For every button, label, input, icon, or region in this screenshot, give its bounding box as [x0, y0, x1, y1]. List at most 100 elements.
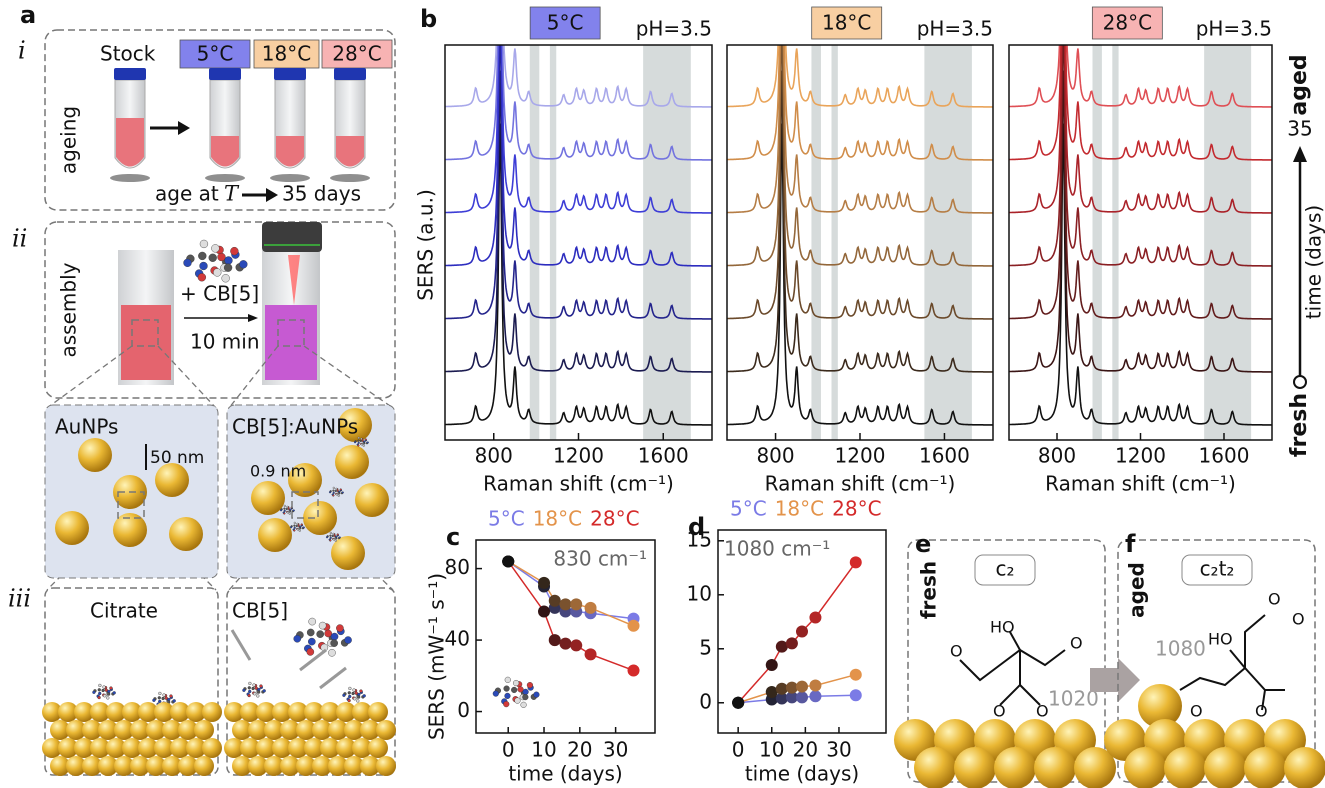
temperature-box — [179, 39, 251, 69]
citrate-box — [44, 587, 219, 776]
x-tick-label: 1600 — [1199, 444, 1250, 468]
oxygen-label: O — [950, 642, 963, 661]
atom — [283, 504, 286, 507]
solution — [265, 305, 317, 380]
atom — [330, 639, 338, 647]
x-tick-label: 1600 — [919, 444, 970, 468]
atom — [109, 686, 113, 690]
atom — [344, 636, 352, 644]
data-point — [809, 690, 822, 703]
atom — [338, 536, 341, 539]
gold-atom — [368, 702, 388, 722]
band — [1204, 45, 1252, 440]
assembly-label: assembly — [57, 262, 81, 357]
atom — [533, 691, 540, 698]
atom — [308, 617, 317, 626]
data-point — [548, 634, 561, 647]
temperature-label: 28°C — [332, 42, 381, 66]
gold-atom — [304, 738, 324, 758]
spectrum — [445, 45, 712, 214]
data-point — [785, 637, 798, 650]
panel-title: 5°C — [547, 11, 584, 35]
legend-label: 28°C — [832, 497, 881, 521]
gap-label: 0.9 nm — [250, 462, 306, 481]
data-point — [570, 639, 583, 652]
band — [529, 45, 540, 440]
gold-atom — [376, 720, 396, 740]
x-tick-label: 1200 — [553, 444, 604, 468]
atom — [348, 686, 352, 691]
x-tick-label: 0 — [502, 738, 515, 762]
gold-atom — [1124, 747, 1166, 788]
nanoparticle — [113, 513, 147, 547]
shadow — [330, 174, 370, 182]
gold-atom — [320, 738, 340, 758]
nanoparticles — [55, 408, 389, 570]
cb-label: CB[5] — [232, 599, 288, 623]
gold-atom — [1244, 747, 1286, 788]
atom — [211, 244, 220, 253]
aggregate-label: CB[5]:AuNPs — [232, 415, 358, 439]
gold-atom — [954, 747, 996, 788]
gold-atom — [240, 702, 260, 722]
atom — [337, 494, 340, 497]
gold-atom — [994, 747, 1036, 788]
cap — [114, 68, 146, 80]
atom — [293, 521, 296, 524]
panel-label: b — [420, 5, 437, 33]
y-tick-label: 40 — [445, 627, 470, 651]
band — [924, 45, 972, 440]
x-axis-label: Raman shift (cm⁻¹) — [1045, 472, 1236, 496]
legend-label: 28°C — [590, 507, 639, 531]
atom — [251, 686, 255, 691]
oxygen-label: O — [1036, 702, 1049, 721]
atom — [164, 696, 168, 700]
atom — [97, 688, 101, 692]
spectrum — [727, 45, 993, 214]
gold-atom — [90, 738, 110, 758]
atom — [248, 689, 252, 694]
atom — [262, 689, 266, 693]
step-label: i — [18, 37, 26, 65]
atom — [289, 510, 292, 513]
ph-label: pH=3.5 — [636, 17, 712, 41]
atom — [172, 699, 176, 703]
atom — [223, 263, 233, 272]
ageing-label: ageing — [57, 106, 81, 174]
zoom-box — [131, 319, 159, 347]
atom — [347, 698, 351, 703]
atom — [318, 621, 327, 630]
gold-atom — [114, 756, 134, 776]
atom — [107, 692, 111, 696]
atom — [339, 488, 342, 491]
oxygen-label: O — [1070, 634, 1083, 653]
gold-atom — [264, 756, 284, 776]
y-tick-label: 15 — [687, 527, 712, 551]
atom — [357, 444, 360, 447]
temperature-symbol: T — [224, 182, 240, 206]
solution — [121, 305, 171, 380]
atom — [325, 536, 329, 539]
spectrum — [727, 45, 993, 267]
atom — [329, 531, 332, 534]
y-axis-label: SERS (mW⁻¹ s⁻¹) — [425, 573, 449, 740]
atom — [158, 691, 162, 696]
panel-label: c — [446, 523, 460, 551]
gold-atom — [232, 756, 252, 776]
atom — [328, 648, 336, 657]
gold-atom — [42, 702, 62, 722]
atom — [351, 691, 355, 696]
atom — [352, 688, 356, 692]
x-axis-label: time (days) — [508, 762, 622, 786]
spectrum — [1009, 70, 1272, 373]
atom — [513, 680, 520, 687]
gold-atom — [74, 702, 94, 722]
gold-atom — [288, 702, 308, 722]
gold-atom — [178, 720, 198, 740]
atom — [248, 681, 252, 686]
data-point — [775, 692, 788, 705]
panel-e: e fresh c₂ HO O O O O 1020 — [907, 530, 1140, 783]
gold-atom — [264, 720, 284, 740]
atom — [299, 527, 302, 530]
atom — [198, 251, 207, 261]
